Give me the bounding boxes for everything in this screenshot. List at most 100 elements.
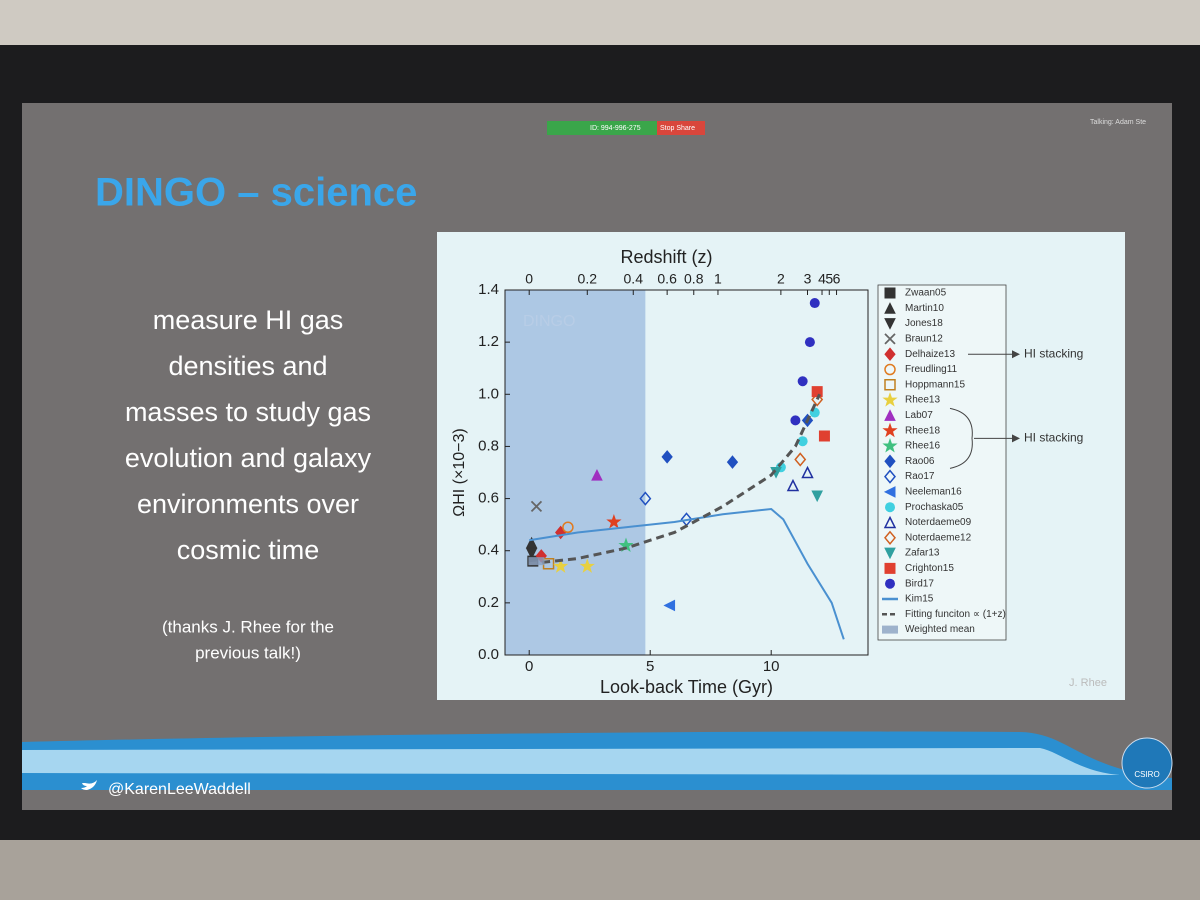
body-line: masses to study gas — [125, 397, 371, 427]
y-tick-label: 0.2 — [478, 594, 499, 611]
legend-label: Zafar13 — [905, 548, 940, 559]
legend-swatch — [884, 302, 896, 314]
legend-label: Lab07 — [905, 410, 933, 421]
legend-label: Rhee18 — [905, 425, 940, 436]
region-label: DINGO — [523, 313, 575, 330]
legend-swatch — [882, 437, 898, 453]
marker — [562, 521, 574, 533]
legend-label: Crighton15 — [905, 563, 954, 574]
y-tick-label: 0.6 — [478, 490, 499, 507]
y-tick-label: 1.0 — [478, 385, 499, 402]
x2-tick-label: 0.4 — [624, 271, 644, 287]
y-tick-label: 0.8 — [478, 437, 499, 454]
marker — [579, 558, 595, 573]
marker — [818, 430, 830, 442]
legend-swatch — [884, 454, 896, 469]
legend-label: Neeleman16 — [905, 487, 962, 498]
logo — [1121, 737, 1173, 789]
legend-swatch — [884, 363, 896, 376]
zoom-bar — [547, 121, 657, 135]
legend-swatch — [884, 318, 896, 330]
legend-label: Noterdaeme12 — [905, 532, 972, 543]
marker — [801, 465, 814, 479]
annotation: HI stacking — [1024, 346, 1083, 360]
footer-wave-light — [22, 748, 1120, 775]
footer-handle: @KarenLeeWaddell — [108, 781, 251, 798]
legend-swatch — [885, 502, 895, 513]
legend-label: Zwaan05 — [905, 288, 947, 299]
marker — [786, 478, 800, 492]
marker — [530, 500, 543, 513]
legend-swatch — [883, 515, 897, 529]
marker — [811, 490, 823, 503]
note-line: previous talk!) — [195, 643, 301, 662]
legend-swatch — [885, 578, 895, 589]
marker — [528, 557, 545, 566]
legend-swatch — [882, 422, 898, 438]
legend-swatch — [883, 486, 896, 498]
x2-axis-label: Redshift (z) — [620, 247, 712, 267]
marker — [794, 452, 807, 467]
legend-label: Noterdaeme09 — [905, 517, 972, 528]
body-line: evolution and galaxy — [125, 443, 372, 473]
x-tick-label: 10 — [763, 658, 780, 675]
plot-frame — [504, 289, 869, 656]
legend-label: Braun12 — [905, 334, 943, 345]
talking: Talking: Adam Ste — [1090, 119, 1146, 126]
marker — [797, 436, 808, 447]
legend-label: Martin10 — [905, 303, 944, 314]
legend-swatch — [884, 333, 896, 345]
y-tick-label: 0.0 — [478, 646, 499, 663]
legend-swatch — [882, 392, 898, 407]
x2-tick-label: 0.2 — [578, 271, 598, 287]
x-axis-label: Look-back Time (Gyr) — [600, 677, 773, 697]
legend — [877, 284, 1007, 641]
body-text: measure HI gas densities and masses to stu… — [125, 305, 372, 565]
body-line: measure HI gas — [153, 305, 344, 335]
zoom-stop[interactable] — [657, 121, 705, 135]
marker — [525, 547, 538, 560]
marker — [790, 415, 801, 426]
marker — [606, 514, 622, 529]
body-line: densities and — [168, 351, 327, 381]
x2-tick-label: 0.8 — [684, 271, 704, 287]
marker — [542, 558, 555, 570]
marker — [797, 376, 808, 387]
legend-swatch — [884, 379, 896, 391]
y-tick-label: 1.4 — [478, 281, 499, 298]
legend-swatch — [882, 625, 898, 634]
legend-swatch — [884, 469, 896, 484]
legend-label: Rao17 — [905, 471, 935, 482]
x2-tick-label: 6 — [833, 271, 841, 287]
marker — [661, 450, 673, 464]
body-line: cosmic time — [177, 535, 320, 565]
legend-label: Rhee13 — [905, 395, 940, 406]
marker — [804, 337, 815, 348]
series-line — [529, 507, 845, 640]
twitter-icon — [81, 780, 97, 790]
legend-label: Weighted mean — [905, 624, 975, 635]
zoom-button[interactable]: Stop Share — [660, 125, 695, 132]
y-axis-label: ΩHI (×10−3) — [451, 428, 468, 516]
x-tick-label: 5 — [646, 658, 654, 675]
logo-text: CSIRO — [1134, 770, 1159, 779]
body-line: environments over — [137, 489, 359, 519]
floor-wall — [0, 840, 1200, 900]
x2-tick-label: 4 — [818, 271, 826, 287]
note-line: (thanks J. Rhee for the — [162, 617, 334, 636]
legend-label: Rhee16 — [905, 441, 940, 452]
legend-label: Rao06 — [905, 456, 935, 467]
legend-label: Jones18 — [905, 318, 943, 329]
legend-swatch — [884, 562, 896, 574]
marker — [591, 468, 603, 481]
legend-label: Prochaska05 — [905, 502, 964, 513]
legend-label: Delhaize13 — [905, 349, 955, 360]
credit: J. Rhee — [1069, 677, 1107, 689]
x2-tick-label: 1 — [714, 271, 722, 287]
slide-title: DINGO – science — [95, 171, 417, 215]
legend-swatch — [884, 409, 896, 421]
marker — [809, 298, 820, 309]
chart: DINGO 0 5 10 0.0 0.2 0.4 0.6 0.8 1.0 1.2 1.4 0 0.2 0.4… — [451, 247, 1107, 697]
x2-tick-label: 3 — [804, 271, 812, 287]
